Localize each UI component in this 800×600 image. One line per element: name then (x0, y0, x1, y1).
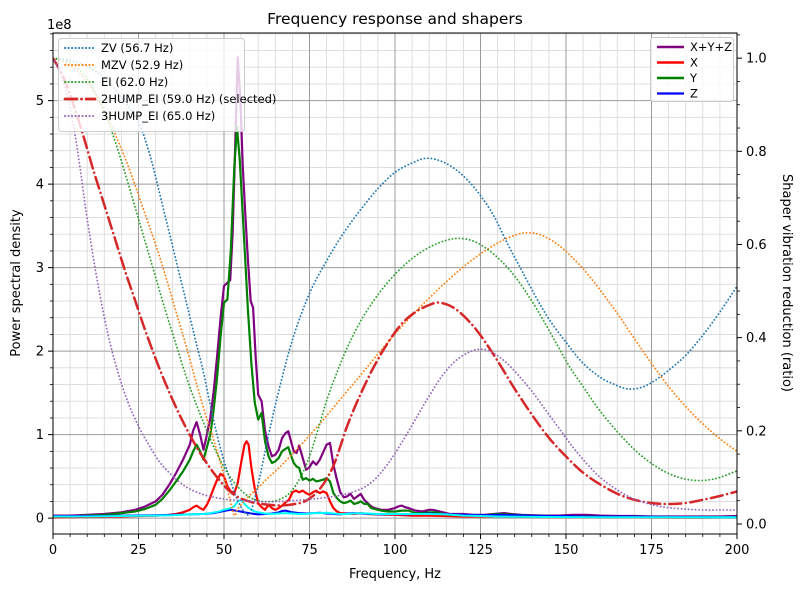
legend-item-ei: EI (62.0 Hz) (101, 75, 168, 89)
x-tick-label: 75 (301, 543, 318, 558)
y-right-tick-label: 0.0 (746, 517, 767, 532)
y-right-tick-label: 0.2 (746, 424, 767, 439)
y-left-tick-label: 0 (36, 512, 44, 527)
y-axis-label-left: Power spectral density (9, 209, 24, 357)
x-tick-label: 25 (130, 543, 147, 558)
series-3hump-ei (53, 57, 737, 511)
y-left-tick-label: 2 (36, 345, 44, 360)
y-left-tick-label: 5 (36, 94, 44, 109)
x-axis-label: Frequency, Hz (349, 567, 441, 582)
x-tick-label: 200 (725, 543, 750, 558)
series-zv (53, 57, 737, 516)
legend-item-3hump-ei: 3HUMP_EI (65.0 Hz) (101, 109, 215, 123)
x-tick-label: 125 (468, 543, 493, 558)
y-axis-label-right: Shaper vibration reduction (ratio) (779, 174, 794, 392)
x-tick-label: 150 (554, 543, 579, 558)
legend-item-zv: ZV (56.7 Hz) (101, 41, 173, 55)
chart-title: Frequency response and shapers (267, 10, 523, 28)
legend-shapers: ZV (56.7 Hz) MZV (52.9 Hz) EI (62.0 Hz) 2HU… (58, 38, 276, 132)
x-tick-label: 0 (49, 543, 57, 558)
legend-item-y: Y (689, 71, 698, 85)
series-2hump-ei (53, 56, 737, 507)
legend-item-z: Z (690, 87, 698, 101)
y-right-tick-label: 0.4 (746, 331, 767, 346)
legend-item-x: X (690, 56, 698, 70)
series-after-shaper (53, 498, 737, 519)
y-left-tick-label: 4 (36, 178, 44, 193)
x-tick-label: 100 (383, 543, 408, 558)
legend-axes: X+Y+Z XYZ (650, 37, 734, 102)
x-tick-label: 50 (216, 543, 233, 558)
legend-item-2hump-ei: 2HUMP_EI (59.0 Hz) (selected) (101, 92, 276, 106)
legend-axes-box (650, 37, 734, 102)
series-ei (53, 57, 737, 503)
y-axis-offset-label: 1e8 (47, 18, 72, 33)
y-left-tick-label: 3 (36, 261, 44, 276)
y-right-tick-label: 0.6 (746, 238, 767, 253)
legend-shapers-box (58, 38, 245, 132)
y-right-tick-label: 1.0 (746, 52, 767, 67)
y-left-tick-label: 1 (36, 428, 44, 443)
legend-item-mzv: MZV (52.9 Hz) (101, 58, 183, 72)
x-tick-label: 175 (639, 543, 664, 558)
legend-item-x-y-z: X+Y+Z (690, 40, 732, 54)
y-right-tick-label: 0.8 (746, 145, 767, 160)
